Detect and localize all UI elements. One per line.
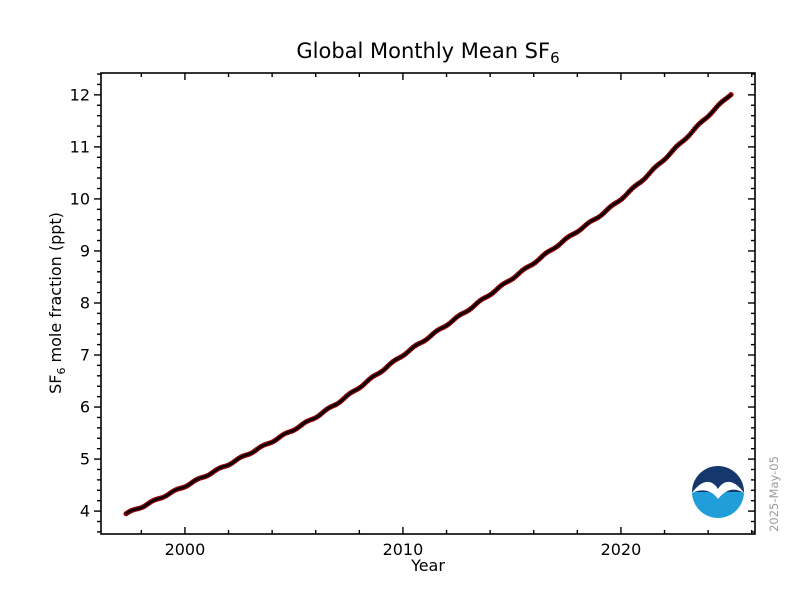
y-tick-label: 6	[80, 398, 90, 417]
noaa-logo-sea	[692, 492, 744, 518]
y-axis-label-post: mole fraction (ppt)	[45, 212, 65, 368]
plot-title: Global Monthly Mean SF6	[101, 39, 755, 67]
y-tick-label: 7	[80, 346, 90, 365]
plot-frame	[100, 72, 756, 535]
x-axis-label: Year	[411, 556, 445, 575]
y-tick-label: 4	[80, 502, 90, 521]
y-tick-label: 5	[80, 450, 90, 469]
y-tick-label: 9	[80, 242, 90, 261]
y-tick-label: 12	[70, 85, 90, 104]
plot-title-subscript: 6	[550, 49, 560, 68]
x-tick-label: 2010	[383, 540, 424, 559]
seagull-icon	[692, 481, 744, 499]
date-stamp: 2025-May-05	[767, 456, 781, 532]
x-tick-label: 2000	[165, 540, 206, 559]
trend-line	[125, 93, 732, 515]
y-axis-label-pre: SF	[45, 374, 65, 394]
y-axis-label-sub: 6	[55, 367, 69, 375]
noaa-logo	[692, 466, 744, 518]
y-axis-label: SF6 mole fraction (ppt)	[46, 212, 68, 394]
y-tick-label: 8	[80, 294, 90, 313]
plot-title-main: Global Monthly Mean SF	[296, 39, 551, 63]
y-tick-label: 11	[70, 137, 90, 156]
x-tick-label: 2020	[601, 540, 642, 559]
y-tick-label: 10	[70, 190, 90, 209]
